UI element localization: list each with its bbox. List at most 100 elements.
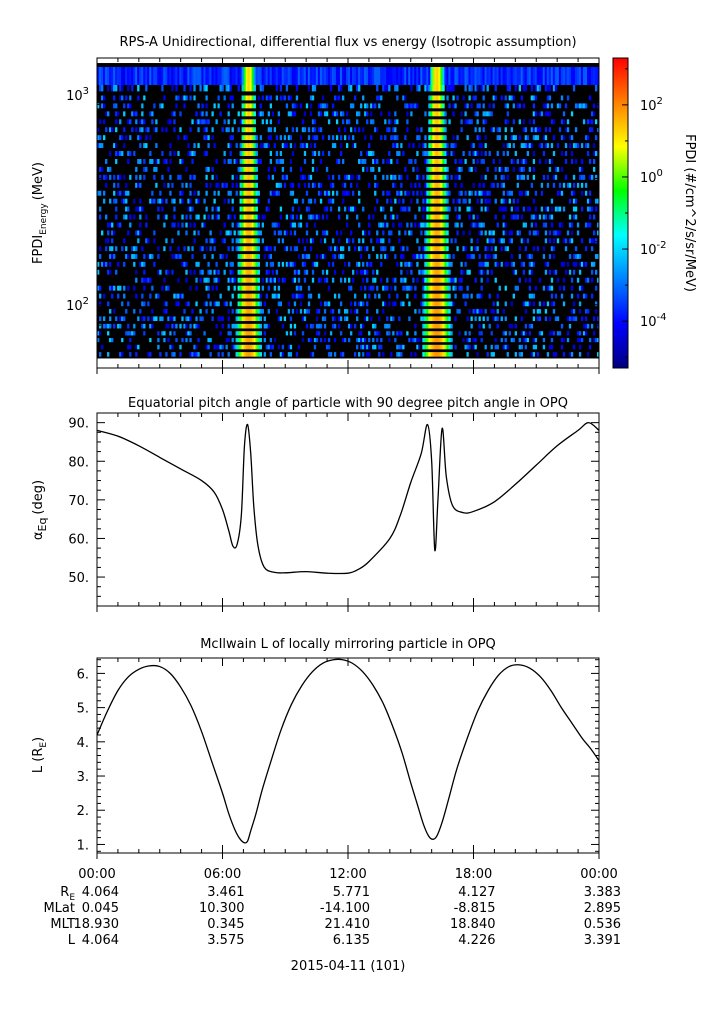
spectrogram-cell [311, 83, 315, 92]
pitch-angle-y-label: αEq(deg) [31, 480, 49, 540]
spectrogram-cell [223, 301, 226, 307]
spectrogram-cell [526, 338, 530, 343]
spectrogram-cell [564, 103, 568, 109]
spectrogram-cell [285, 67, 289, 85]
spectrogram-cell [460, 182, 463, 188]
spectrogram-cell [562, 301, 566, 307]
spectrogram-cell [430, 309, 433, 314]
spectrogram-cell [169, 151, 172, 156]
spectrogram-cell [354, 309, 357, 314]
spectrogram-cell [590, 246, 594, 252]
spectrogram-cell [247, 338, 250, 343]
spectrogram-cell [394, 143, 397, 149]
spectrogram-cell [544, 103, 548, 109]
spectrogram-cell [396, 190, 399, 196]
spectrogram-cell [341, 182, 345, 188]
spectrogram-cell [522, 301, 526, 307]
spectrogram-cell [548, 214, 552, 220]
spectrogram-cell [261, 111, 264, 117]
spectrogram-cell [227, 214, 230, 220]
spectrogram-cell [538, 159, 542, 164]
spectrogram-cell [109, 254, 112, 259]
spectrogram-cell [376, 67, 379, 85]
spectrogram-cell [235, 338, 238, 343]
spectrogram-cell [211, 254, 214, 259]
spectrogram-cell [374, 190, 377, 196]
spectrogram-cell [97, 269, 100, 275]
spectrogram-cell [438, 230, 441, 236]
spectrogram-cell [127, 301, 130, 307]
spectrogram-cell [382, 174, 385, 180]
spectrogram-cell [530, 83, 534, 92]
spectrogram-cell [165, 67, 168, 85]
spectrogram-cell [548, 344, 552, 350]
spectrogram-cell [468, 331, 471, 336]
spectrogram-cell [518, 277, 521, 283]
spectrogram-cell [432, 214, 435, 220]
spectrogram-cell [562, 261, 566, 267]
spectrogram-cell [273, 246, 277, 252]
spectrogram-cell [480, 230, 483, 236]
spectrogram-cell [450, 352, 453, 357]
spectrogram-cell [323, 331, 327, 336]
spectrogram-cell [588, 222, 592, 228]
spectrogram-cell [325, 301, 329, 307]
spectrogram-cell [197, 230, 200, 236]
spectrogram-cell [219, 67, 222, 85]
spectrogram-cell [279, 206, 283, 212]
ephemeris-row-label-sub: E [69, 893, 75, 903]
spectrogram-cell [434, 261, 437, 267]
spectrogram-cell [580, 190, 584, 196]
spectrogram-cell [293, 293, 297, 299]
spectrogram-cell [303, 159, 307, 164]
spectrogram-cell [103, 293, 106, 299]
spectrogram-cell [384, 301, 387, 307]
spectrogram-cell [225, 338, 228, 343]
spectrogram-cell [516, 198, 519, 204]
spectrogram-cell [414, 293, 417, 299]
spectrogram-cell [498, 135, 501, 141]
spectrogram-cell [293, 331, 297, 336]
spectrogram-cell [384, 246, 387, 252]
spectrogram-cell [133, 285, 136, 291]
spectrogram-cell [426, 246, 429, 252]
ephemeris-row-label: MLat [43, 901, 75, 916]
spectrogram-cell [420, 316, 423, 322]
spectrogram-cell [388, 111, 391, 117]
spectrogram-cell [360, 285, 363, 291]
spectrogram-cell [157, 159, 160, 164]
spectrogram-cell [247, 206, 250, 212]
spectrogram-cell [201, 67, 204, 85]
spectrogram-cell [406, 261, 409, 267]
spectrogram-cell [117, 285, 120, 291]
spectrogram-cell [506, 352, 509, 357]
spectrogram-cell [221, 127, 224, 133]
spectrogram-cell [219, 111, 222, 117]
spectrogram-cell [245, 222, 248, 228]
spectrogram-cell [528, 119, 532, 125]
spectrogram-cell [398, 190, 401, 196]
spectrogram-cell [301, 338, 305, 343]
spectrogram-cell [247, 174, 250, 180]
spectrogram-cell [345, 309, 349, 314]
spectrogram-cell [538, 143, 542, 149]
spectrogram-cell [406, 206, 409, 212]
spectrogram-cell [542, 338, 546, 343]
spectrogram-cell [177, 246, 180, 252]
spectrogram-cell [275, 95, 279, 101]
spectrogram-cell [550, 344, 554, 350]
spectrogram-cell [115, 151, 118, 156]
spectrogram-cell [243, 316, 246, 322]
spectrogram-cell [135, 230, 138, 236]
spectrogram-cell [133, 261, 136, 267]
spectrogram-cell [279, 182, 283, 188]
spectrogram-cell [151, 119, 154, 125]
spectrogram-cell [530, 254, 534, 259]
spectrogram-cell [380, 344, 383, 350]
spectrogram-cell [398, 222, 401, 228]
spectrogram-cell [241, 277, 244, 283]
spectrogram-cell [424, 254, 427, 259]
spectrogram-cell [350, 301, 353, 307]
spectrogram-cell [434, 190, 437, 196]
spectrogram-cell [434, 206, 437, 212]
